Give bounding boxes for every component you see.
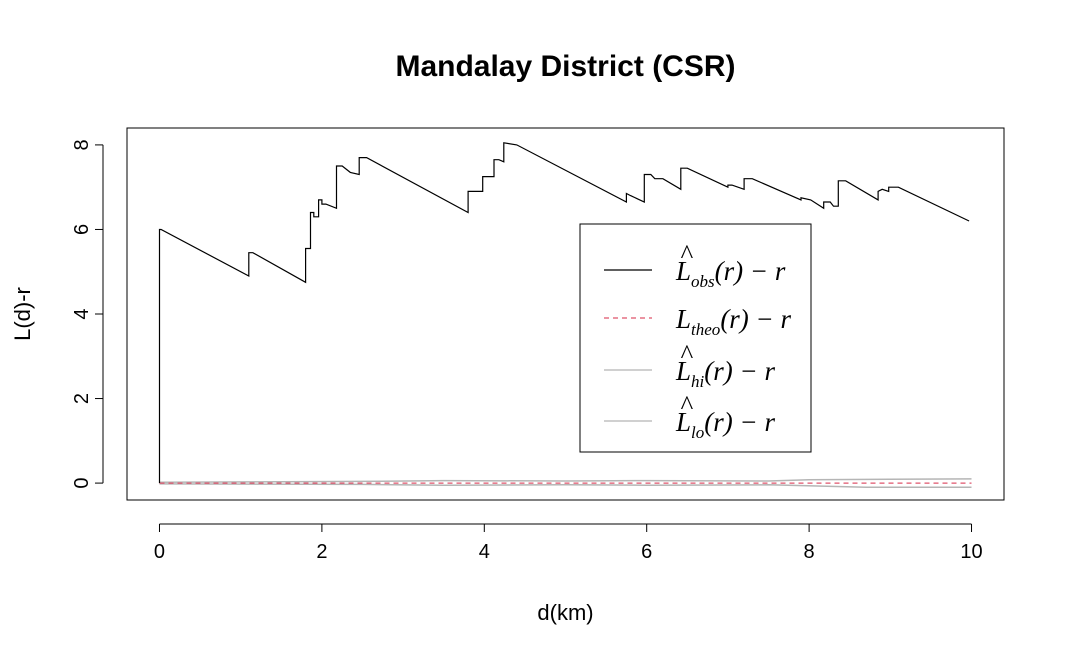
x-tick-label: 6 bbox=[641, 541, 652, 563]
x-axis-label: d(km) bbox=[537, 600, 593, 625]
hat-accent: ^ bbox=[680, 239, 693, 269]
y-tick-label: 4 bbox=[71, 308, 93, 319]
x-tick-label: 4 bbox=[479, 541, 490, 563]
series-line-hi bbox=[159, 478, 972, 483]
x-tick-label: 0 bbox=[154, 541, 165, 563]
legend-box bbox=[579, 223, 812, 453]
y-tick-label: 6 bbox=[71, 224, 93, 235]
x-tick-label: 8 bbox=[804, 541, 815, 563]
x-axis: 0 2 4 6 8 10 bbox=[154, 523, 983, 563]
y-tick-label: 2 bbox=[71, 393, 93, 404]
legend-label-obs: Lobs(r) − r bbox=[675, 256, 786, 291]
x-tick-label: 10 bbox=[960, 541, 982, 563]
y-axis: 0 2 4 6 8 bbox=[71, 139, 104, 489]
chart-title: Mandalay District (CSR) bbox=[395, 50, 735, 83]
legend-label-lo: Llo(r) − r bbox=[675, 407, 775, 442]
series-line-lo bbox=[159, 483, 972, 489]
y-tick-label: 8 bbox=[71, 139, 93, 150]
series-line-obs bbox=[158, 142, 970, 484]
y-tick-label: 0 bbox=[71, 478, 93, 489]
series-layer bbox=[158, 142, 972, 489]
hat-accent: ^ bbox=[680, 339, 693, 369]
y-axis-label: L(d)-r bbox=[10, 287, 35, 341]
hat-accent: ^ bbox=[680, 390, 693, 420]
plot-frame bbox=[126, 127, 1005, 501]
x-tick-label: 2 bbox=[316, 541, 327, 563]
legend-label-theo: Ltheo(r) − r bbox=[675, 304, 792, 339]
legend-label-hi: Lhi(r) − r bbox=[675, 356, 775, 391]
